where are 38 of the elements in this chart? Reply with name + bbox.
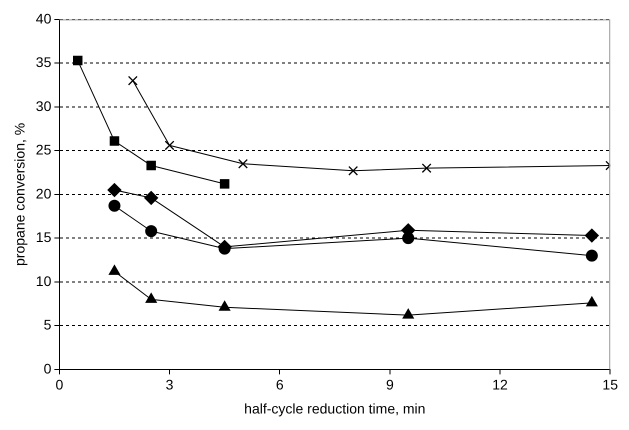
y-tick-label: 15 — [36, 229, 52, 246]
y-tick-label: 30 — [36, 98, 52, 114]
point — [402, 308, 414, 319]
y-tick-label: 10 — [36, 272, 52, 289]
point — [238, 158, 248, 169]
point — [402, 232, 414, 244]
point — [128, 76, 138, 86]
x-tick-label: 0 — [55, 376, 64, 393]
point — [146, 160, 156, 170]
point — [145, 225, 158, 238]
x-axis-title: half-cycle reduction time, min — [244, 400, 426, 416]
point — [144, 190, 158, 205]
point — [218, 300, 230, 311]
x-tick-label: 3 — [166, 376, 174, 393]
y-tick-label: 25 — [36, 142, 52, 158]
y-tick-label: 40 — [36, 10, 52, 26]
point — [107, 183, 122, 198]
y-tick-label: 5 — [44, 316, 52, 333]
x-tick-label: 9 — [386, 376, 394, 393]
point — [586, 296, 598, 306]
x-tick-label: 15 — [602, 376, 618, 393]
point — [108, 264, 120, 275]
point — [422, 163, 432, 174]
point — [586, 250, 598, 262]
point — [164, 140, 174, 150]
y-tick-label: 35 — [36, 54, 52, 70]
point — [110, 136, 120, 146]
point — [145, 292, 157, 303]
x-tick-label: 6 — [276, 376, 284, 393]
y-axis-title: propane conversion, % — [11, 122, 28, 266]
point — [220, 179, 230, 189]
point — [348, 166, 358, 176]
point — [108, 200, 120, 212]
point — [72, 56, 82, 66]
point — [584, 228, 599, 243]
x-tick-label: 12 — [492, 376, 508, 393]
y-tick-label: 20 — [36, 185, 52, 202]
y-tick-label: 0 — [44, 360, 52, 376]
